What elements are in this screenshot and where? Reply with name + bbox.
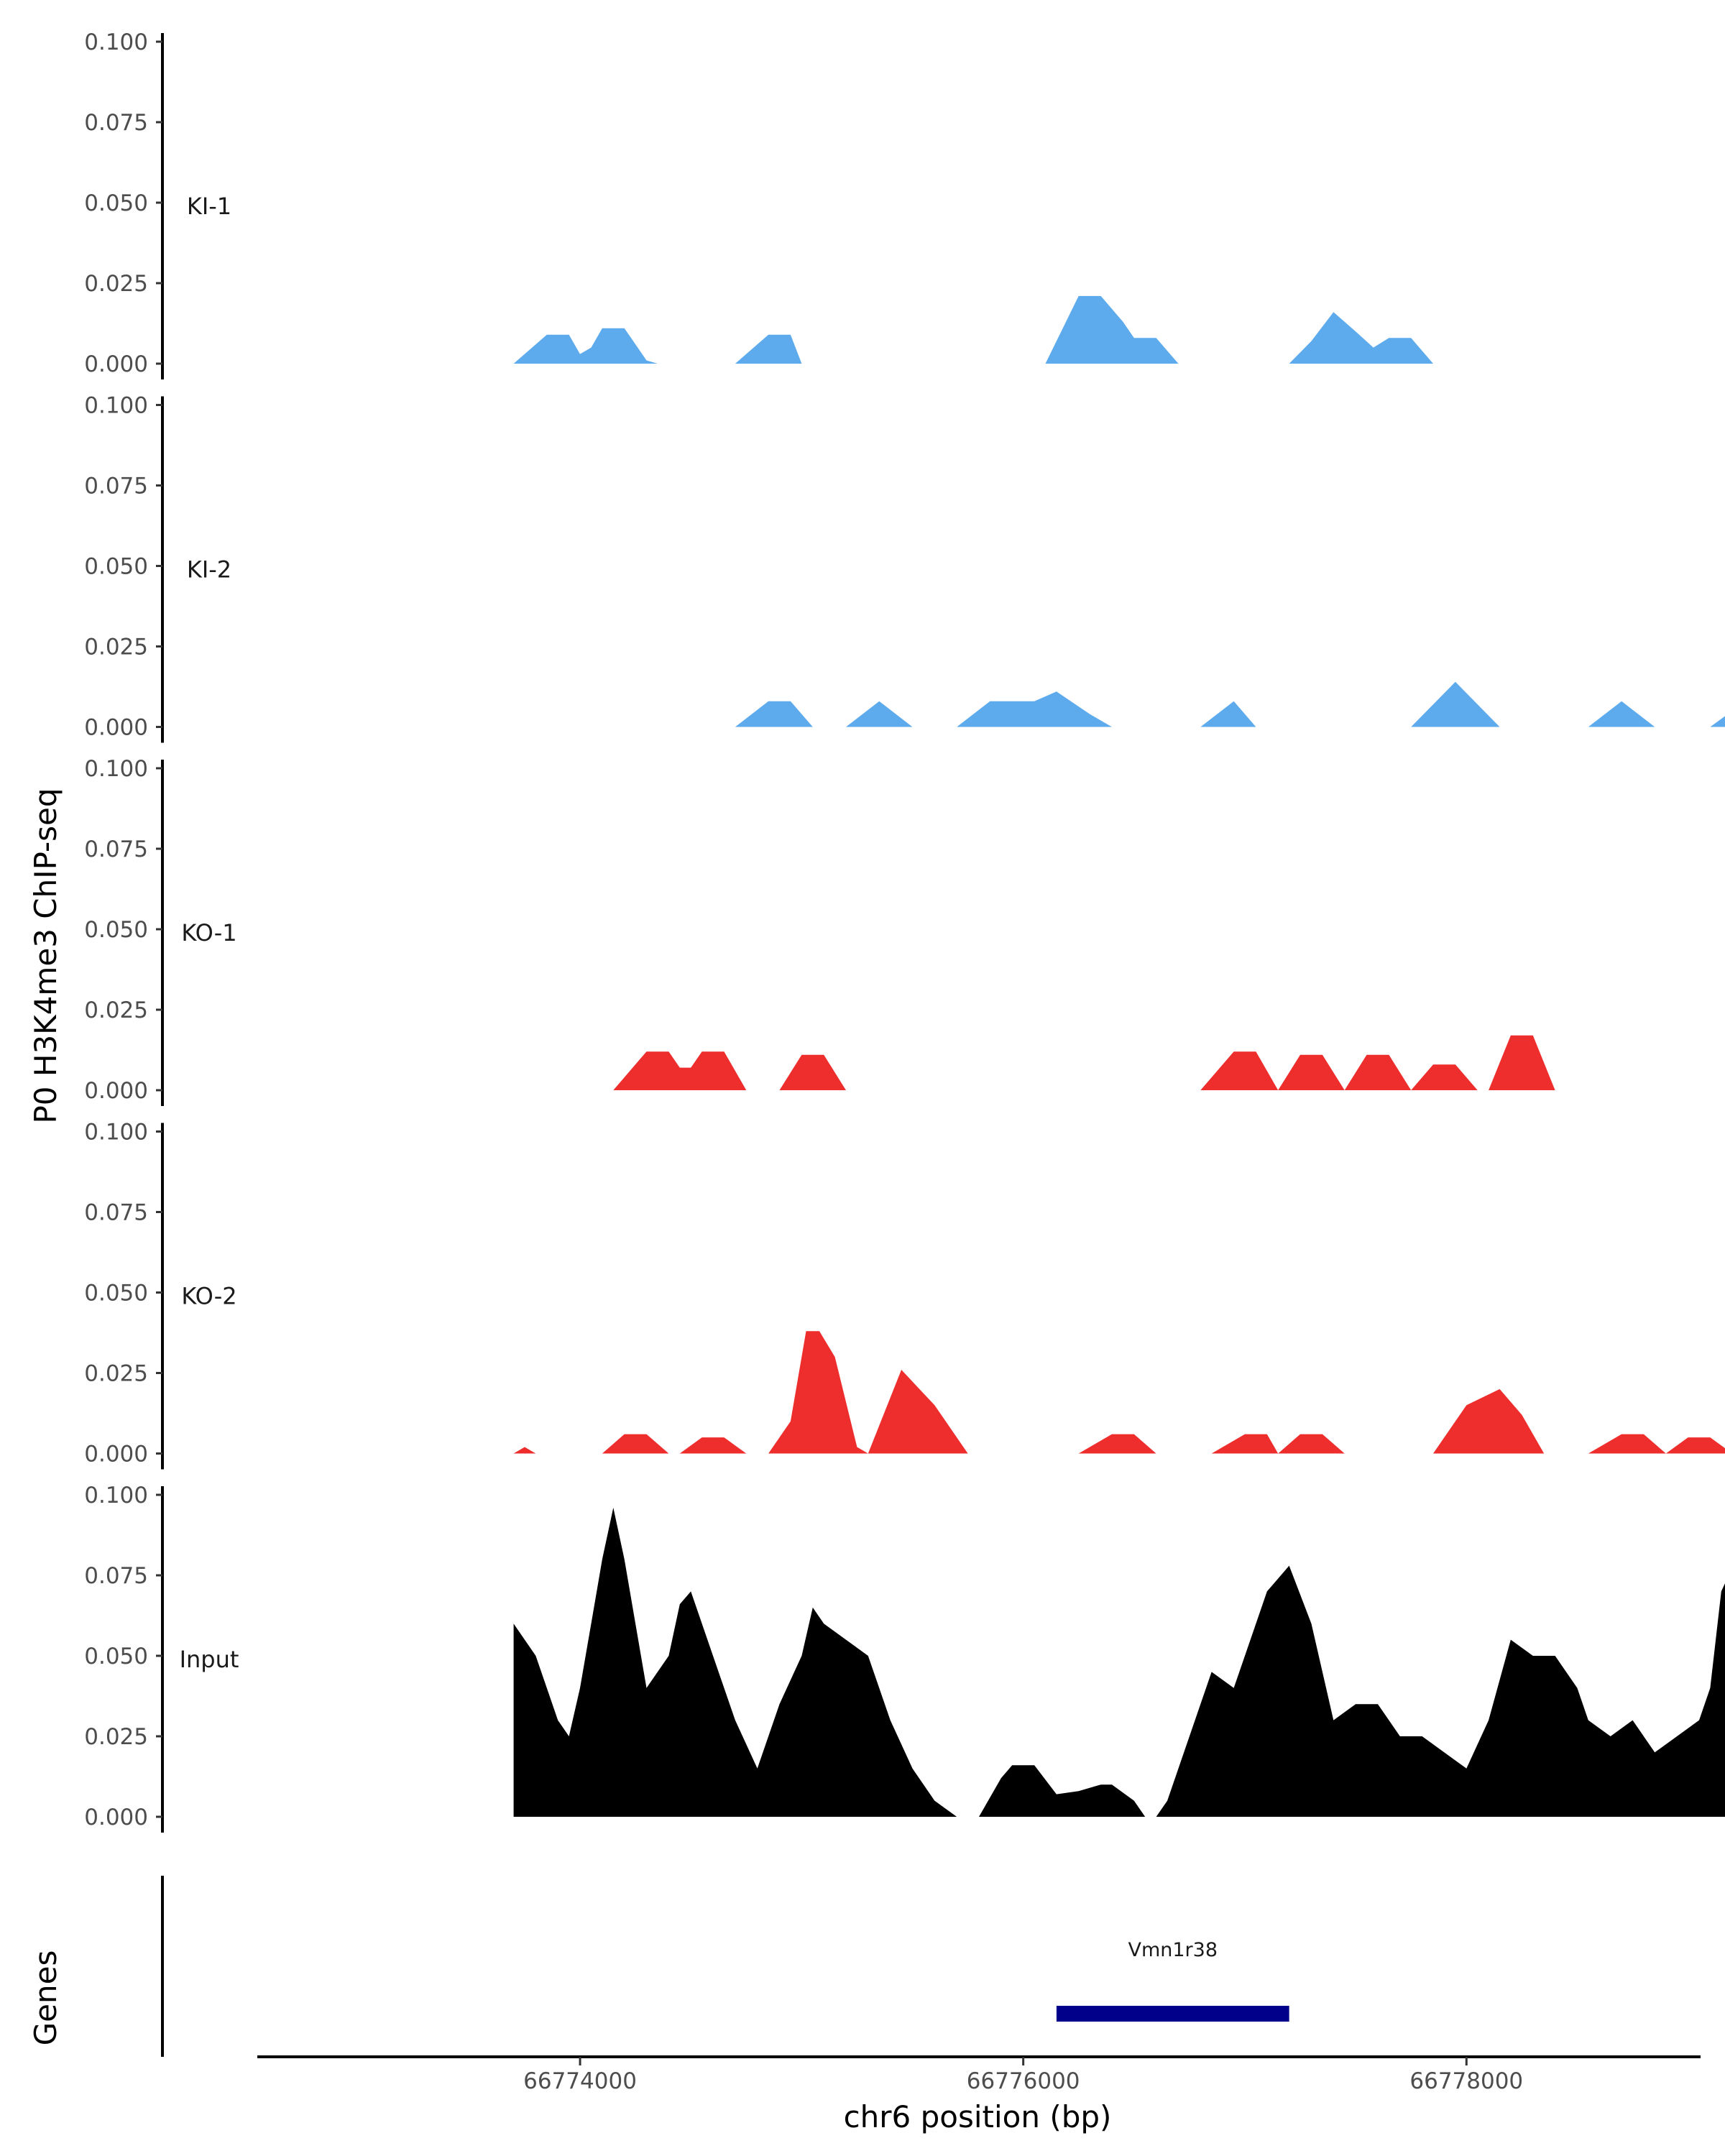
track-label-ki-1: KI-1 — [187, 193, 231, 220]
area-ki-2 — [735, 681, 1725, 727]
track-label-ko-2: KO-2 — [181, 1283, 236, 1310]
y-tick-label-ki-2: 0.075 — [84, 474, 148, 499]
area-input — [513, 1507, 1725, 1817]
y-tick-label-ko-2: 0.000 — [84, 1442, 148, 1468]
area-ko-2 — [513, 1331, 1725, 1454]
area-ki-1 — [513, 295, 1433, 364]
y-tick-label-ki-1: 0.050 — [84, 190, 148, 216]
track-ko-2: 0.000 0.025 0.050 0.075 0.100 KO-2 — [84, 1120, 1725, 1470]
y-tick-label-ko-2: 0.075 — [84, 1200, 148, 1226]
y-tick-label-ki-1: 0.025 — [84, 271, 148, 297]
y-tick-label-ko-1: 0.100 — [84, 756, 148, 782]
y-tick-label-ki-2: 0.025 — [84, 635, 148, 660]
y-tick-label-input: 0.050 — [84, 1644, 148, 1669]
area-ko-1 — [613, 1035, 1555, 1090]
y-tick-label-ki-1: 0.000 — [84, 351, 148, 377]
track-ki-2: 0.000 0.025 0.050 0.075 0.100 KI-2 — [84, 393, 1725, 743]
y-tick-label-input: 0.100 — [84, 1483, 148, 1508]
y-tick-label-ki-2: 0.100 — [84, 393, 148, 419]
y-tick-label-input: 0.000 — [84, 1805, 148, 1830]
y-tick-label-input: 0.025 — [84, 1724, 148, 1750]
x-tick-label: 66778000 — [1409, 2068, 1523, 2094]
track-label-ko-1: KO-1 — [181, 919, 236, 946]
y-tick-label-ki-2: 0.050 — [84, 554, 148, 580]
y-tick-label-ko-1: 0.025 — [84, 998, 148, 1023]
x-tick-label: 66776000 — [967, 2068, 1080, 2094]
y-tick-label-ko-2: 0.050 — [84, 1281, 148, 1307]
y-tick-label-ki-2: 0.000 — [84, 715, 148, 741]
gene-label-vmn1r38: Vmn1r38 — [1128, 1939, 1218, 1961]
tracks-layer: 0.0000.0250.0500.0750.100KI-10.0000.0250… — [84, 29, 1725, 1833]
y-tick-label-ki-1: 0.075 — [84, 110, 148, 136]
track-input: 0.000 0.025 0.050 0.075 0.100 Input — [84, 1483, 1725, 1833]
x-axis-title: chr6 position (bp) — [844, 2099, 1112, 2134]
genes-axis-title: Genes — [28, 1950, 63, 2046]
y-tick-label-ko-2: 0.025 — [84, 1361, 148, 1387]
y-tick-label-ko-2: 0.100 — [84, 1120, 148, 1146]
gene-track: Vmn1r38 — [161, 1876, 1289, 2057]
y-tick-label-ko-1: 0.050 — [84, 917, 148, 943]
track-ki-1: 0.000 0.025 0.050 0.075 0.100 KI-1 — [84, 29, 1433, 379]
gene-bar-vmn1r38 — [1056, 2006, 1289, 2022]
y-tick-label-ko-1: 0.075 — [84, 837, 148, 862]
track-ko-1: 0.000 0.025 0.050 0.075 0.100 KO-1 — [84, 756, 1555, 1106]
y-tick-label-ki-1: 0.100 — [84, 29, 148, 55]
x-axis: 66774000 66776000 66778000 — [257, 2055, 1701, 2094]
track-label-input: Input — [180, 1646, 239, 1673]
y-tick-label-input: 0.075 — [84, 1563, 148, 1589]
x-tick-label: 66774000 — [523, 2068, 637, 2094]
y-tick-label-ko-1: 0.000 — [84, 1078, 148, 1104]
y-axis-title: P0 H3K4me3 ChIP-seq — [28, 788, 63, 1123]
track-label-ki-2: KI-2 — [187, 556, 231, 584]
